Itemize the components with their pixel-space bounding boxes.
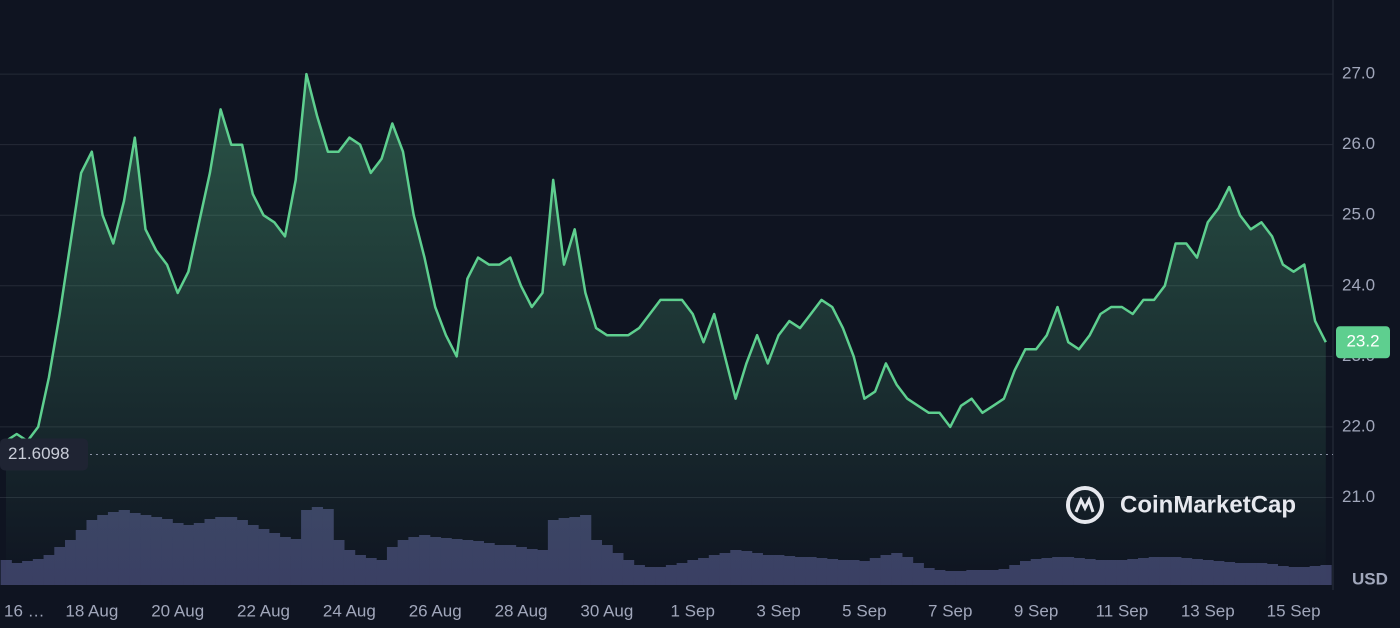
x-tick-label: 22 Aug xyxy=(237,601,290,620)
currency-label: USD xyxy=(1352,569,1388,588)
reference-label: 21.6098 xyxy=(8,444,69,463)
y-tick-label: 22.0 xyxy=(1342,416,1375,435)
y-tick-label: 25.0 xyxy=(1342,205,1375,224)
y-tick-label: 26.0 xyxy=(1342,134,1375,153)
x-tick-label: 9 Sep xyxy=(1014,601,1058,620)
price-area xyxy=(6,74,1326,585)
watermark: CoinMarketCap xyxy=(1066,486,1296,524)
x-tick-label: 11 Sep xyxy=(1096,601,1149,620)
x-tick-label: 18 Aug xyxy=(65,601,118,620)
y-tick-label: 24.0 xyxy=(1342,275,1375,294)
x-tick-label: 28 Aug xyxy=(495,601,548,620)
price-line xyxy=(5,72,1327,443)
logo xyxy=(1066,486,1104,524)
logo-mark xyxy=(1074,496,1095,513)
x-tick-label: 15 Sep xyxy=(1267,601,1321,620)
volume-bar xyxy=(1320,565,1332,585)
y-tick-label: 21.0 xyxy=(1342,487,1375,506)
current-price-box xyxy=(1336,326,1390,359)
watermark-text: CoinMarketCap xyxy=(1120,491,1296,518)
current-price-label: 23.2 xyxy=(1346,332,1379,351)
x-tick-label: 13 Sep xyxy=(1181,601,1235,620)
x-tick-label: 24 Aug xyxy=(323,601,376,620)
x-tick-label: 26 Aug xyxy=(409,601,462,620)
x-tick-label: 16 … xyxy=(4,601,45,620)
x-tick-label: 30 Aug xyxy=(580,601,633,620)
x-tick-label: 1 Sep xyxy=(671,601,715,620)
x-tick-label: 3 Sep xyxy=(756,601,800,620)
y-tick-label: 27.0 xyxy=(1342,64,1375,83)
x-tick-label: 7 Sep xyxy=(928,601,972,620)
x-tick-label: 20 Aug xyxy=(151,601,204,620)
x-tick-label: 5 Sep xyxy=(842,601,886,620)
reference-label-box xyxy=(0,438,88,471)
